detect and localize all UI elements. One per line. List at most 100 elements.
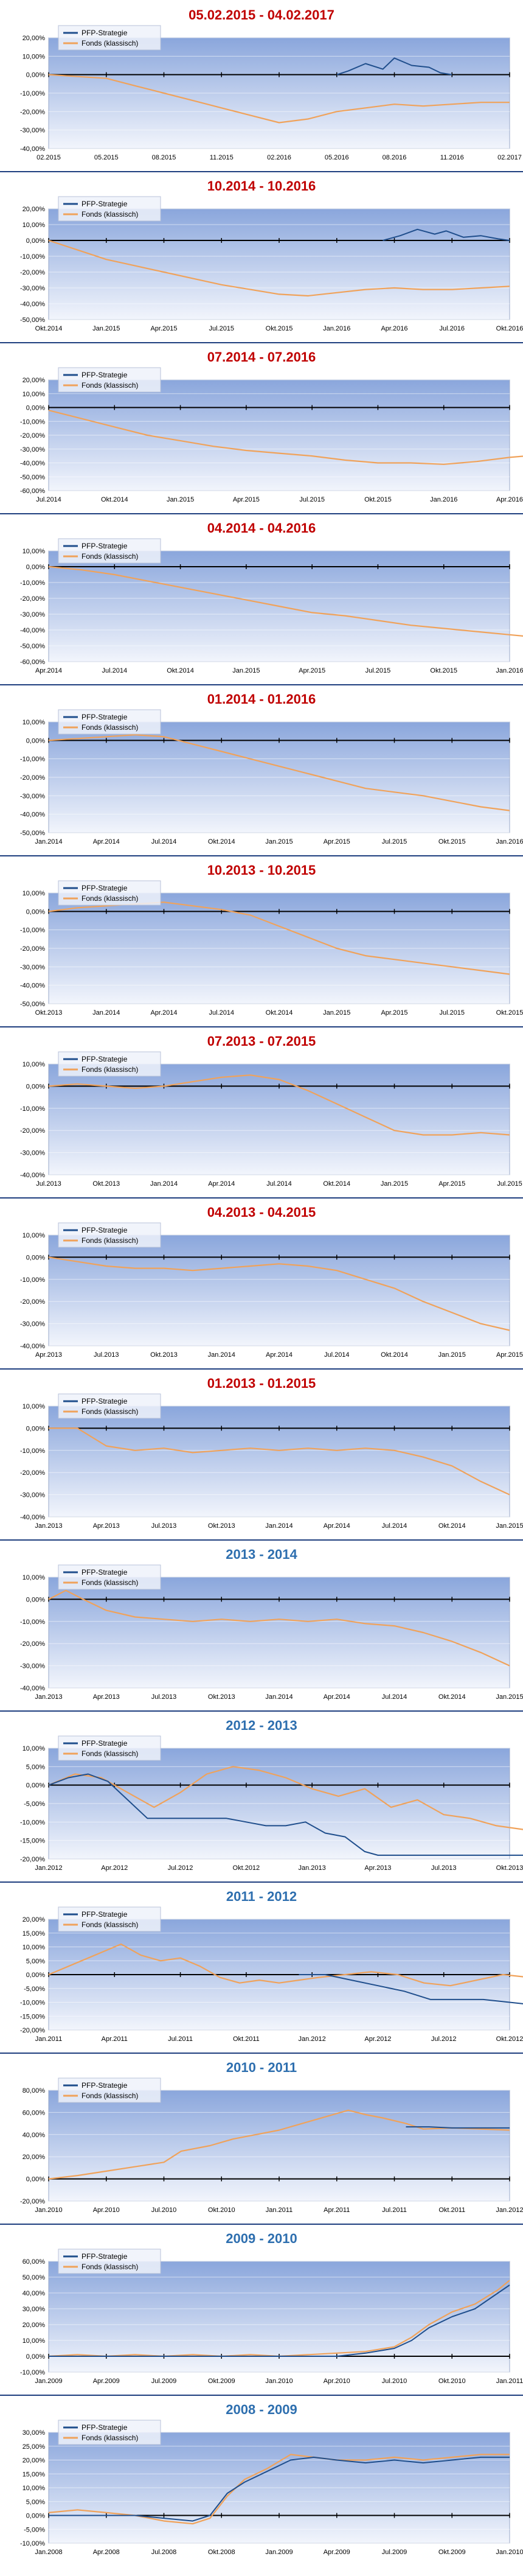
- chart-title: 2010 - 2011: [226, 2060, 297, 2075]
- x-tick-label: Apr.2014: [150, 1009, 177, 1017]
- y-tick-label: -50,00%: [20, 643, 45, 650]
- y-tick-label: -40,00%: [20, 1685, 45, 1692]
- series-line-fund: [48, 239, 510, 297]
- x-tick-label: Jan.2014: [208, 1351, 235, 1359]
- legend-label-strategy: PFP-Strategie: [81, 542, 128, 550]
- chart-title: 2008 - 2009: [226, 2402, 297, 2417]
- y-tick-label: -15,00%: [20, 2013, 45, 2020]
- y-tick-label: -10,00%: [20, 756, 45, 763]
- chart-svg: 2011 - 2012 20,00% 15,00% 10,00% 5,00% 0,00% -…: [0, 1881, 523, 2043]
- y-tick-label: -20,00%: [20, 2198, 45, 2205]
- legend-box: [58, 880, 161, 906]
- chart-title: 04.2013 - 04.2015: [207, 1205, 316, 1220]
- y-tick-label: -5,00%: [24, 1801, 45, 1808]
- y-tick-label: 0,00%: [26, 2353, 45, 2361]
- x-tick-label: Jan.2011: [35, 2035, 62, 2043]
- y-tick-label: -10,00%: [20, 2000, 45, 2007]
- x-tick-label: Jul.2012: [431, 2035, 457, 2043]
- chart-panel: 2009 - 2010 60,00% 50,00% 40,00% 30,00% 20,00…: [0, 2224, 523, 2395]
- legend-box: [58, 196, 161, 222]
- legend-box: [58, 25, 161, 51]
- y-tick-label: -40,00%: [20, 460, 45, 467]
- x-tick-label: Apr.2009: [93, 2378, 120, 2385]
- x-tick-label: Jan.2011: [266, 2207, 293, 2214]
- y-tick-label: 20,00%: [23, 35, 46, 42]
- chart-svg: 01.2014 - 01.2016 10,00% 0,00% -10,00% -20,0…: [0, 684, 523, 845]
- x-tick-label: Jan.2016: [496, 838, 523, 845]
- y-tick-label: -20,00%: [20, 1127, 45, 1135]
- y-tick-label: 10,00%: [23, 2337, 46, 2345]
- chart-title: 10.2013 - 10.2015: [207, 863, 316, 878]
- series-line-strategy: [383, 228, 510, 241]
- x-tick-label: Jan.2015: [167, 496, 194, 503]
- legend-box: [58, 1735, 161, 1761]
- legend-label-fund: Fonds (klassisch): [81, 1407, 138, 1416]
- legend-label-fund: Fonds (klassisch): [81, 2263, 138, 2271]
- chart-title: 05.02.2015 - 04.02.2017: [189, 7, 334, 23]
- y-tick-label: 5,00%: [26, 1958, 45, 1965]
- series-line-fund: [48, 734, 510, 811]
- x-tick-label: Okt.2015: [266, 325, 293, 332]
- x-tick-label: Apr.2013: [93, 1693, 120, 1701]
- plot-area: [48, 1405, 510, 1517]
- x-tick-label: Okt.2013: [92, 1180, 120, 1188]
- y-tick-label: 0,00%: [26, 1782, 45, 1790]
- x-tick-label: Okt.2009: [208, 2378, 235, 2385]
- y-tick-label: 25,00%: [23, 2443, 46, 2451]
- series-line-strategy: [336, 57, 452, 75]
- y-tick-label: -10,00%: [20, 90, 45, 97]
- x-tick-label: Jan.2014: [265, 1693, 293, 1701]
- x-tick-label: Okt.2010: [438, 2378, 466, 2385]
- x-tick-label: Jan.2015: [92, 325, 120, 332]
- x-tick-label: Okt.2013: [208, 1522, 235, 1530]
- x-tick-label: Jul.2015: [365, 667, 391, 674]
- y-tick-label: -5,00%: [24, 1986, 45, 1993]
- y-tick-label: -20,00%: [20, 1856, 45, 1863]
- chart-panel: 2011 - 2012 20,00% 15,00% 10,00% 5,00% 0,00% -…: [0, 1881, 523, 2053]
- y-tick-label: 10,00%: [23, 890, 46, 897]
- legend-label-strategy: PFP-Strategie: [81, 884, 128, 892]
- y-tick-label: -20,00%: [20, 2027, 45, 2034]
- y-tick-label: 10,00%: [23, 2485, 46, 2492]
- chart-title: 01.2013 - 01.2015: [207, 1376, 316, 1391]
- x-tick-label: Jul.2011: [168, 2035, 193, 2043]
- legend-label-fund: Fonds (klassisch): [81, 1065, 138, 1074]
- y-tick-label: 0,00%: [26, 2513, 45, 2520]
- chart-panel: 07.2013 - 07.2015 10,00% 0,00% -10,00% -20,0…: [0, 1026, 523, 1197]
- x-tick-label: Jul.2014: [382, 1693, 407, 1701]
- x-tick-label: Jan.2014: [35, 838, 62, 845]
- legend-box: [58, 2077, 161, 2103]
- x-tick-label: 08.2016: [383, 154, 407, 161]
- y-tick-label: 0,00%: [26, 1425, 45, 1432]
- y-tick-label: 60,00%: [23, 2109, 46, 2116]
- chart-panel: 10.2013 - 10.2015 10,00% 0,00% -10,00% -20,0…: [0, 855, 523, 1026]
- x-tick-label: Apr.2012: [364, 2035, 391, 2043]
- x-tick-label: Jan.2016: [496, 667, 523, 674]
- legend-label-strategy: PFP-Strategie: [81, 371, 128, 379]
- chart-panel: 10.2014 - 10.2016 20,00% 10,00% 0,00% -10,00…: [0, 171, 523, 342]
- x-tick-label: Jan.2012: [299, 2035, 326, 2043]
- x-tick-label: Jan.2013: [35, 1693, 62, 1701]
- x-tick-label: Jul.2013: [36, 1180, 61, 1188]
- plot-area: [48, 1577, 510, 1689]
- series-line-strategy: [406, 2126, 510, 2129]
- chart-svg: 2008 - 2009 30,00% 25,00% 20,00% 15,00% 10,00…: [0, 2395, 523, 2556]
- y-tick-label: -10,00%: [20, 253, 45, 261]
- x-tick-label: 02.2016: [267, 154, 291, 161]
- series-line-fund: [48, 565, 523, 637]
- y-tick-label: 0,00%: [26, 72, 45, 79]
- x-tick-label: Okt.2014: [381, 1351, 408, 1359]
- x-tick-label: Jan.2014: [265, 1522, 293, 1530]
- x-tick-label: Jul.2013: [151, 1522, 177, 1530]
- legend-label-fund: Fonds (klassisch): [81, 381, 138, 390]
- chart-panel: 07.2014 - 07.2016 20,00% 10,00% 0,00% -10,00…: [0, 342, 523, 513]
- y-tick-label: -40,00%: [20, 1343, 45, 1350]
- x-tick-label: Jul.2008: [151, 2549, 177, 2556]
- x-tick-label: Jan.2009: [265, 2549, 293, 2556]
- x-tick-label: Jan.2010: [35, 2207, 62, 2214]
- y-tick-label: 0,00%: [26, 564, 45, 571]
- x-tick-label: Apr.2016: [381, 325, 407, 332]
- y-tick-label: 15,00%: [23, 1930, 46, 1937]
- x-tick-label: Jan.2015: [265, 838, 293, 845]
